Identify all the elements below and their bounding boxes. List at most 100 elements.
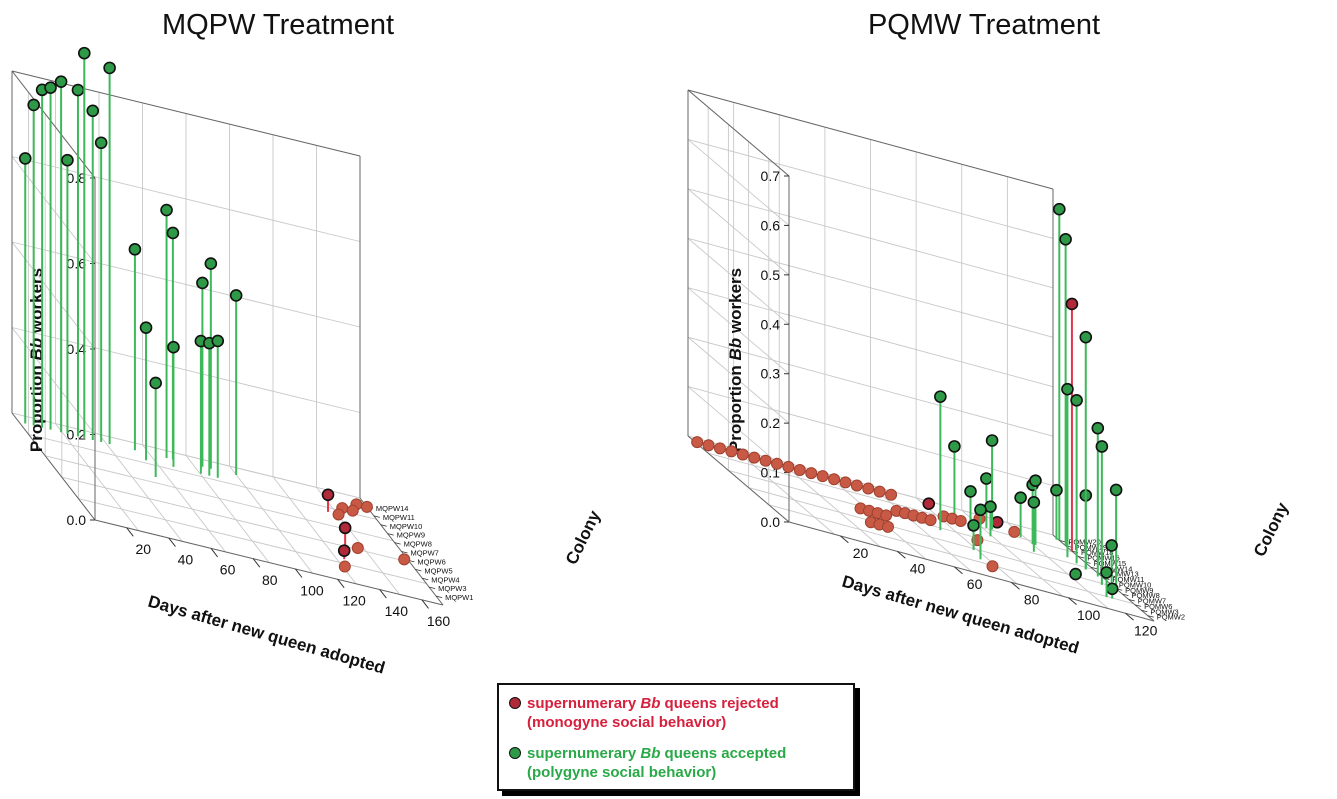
pqmw-data-point	[885, 488, 898, 501]
pqmw-axis-edge	[687, 435, 790, 523]
pqmw-x-tick-mark	[954, 566, 963, 575]
pqmw-data-point	[862, 482, 875, 495]
pqmw-colony-tick-label: PQMW10	[1119, 580, 1152, 589]
mqpw-colony-tick-mark	[380, 524, 387, 527]
pqmw-colony-tick-label: PQMW15	[1094, 559, 1127, 568]
pqmw-grid-line	[778, 460, 881, 548]
mqpw-data-point	[321, 488, 335, 502]
mqpw-data-point	[54, 75, 68, 88]
mqpw-data-point	[94, 136, 108, 150]
pqmw-data-point	[1079, 330, 1093, 344]
pqmw-colony-tick-mark	[1090, 566, 1097, 570]
pqmw-data-point	[1070, 393, 1083, 407]
pqmw-data-point	[1053, 202, 1066, 216]
pqmw-data-point	[990, 515, 1004, 529]
pqmw-data-point	[850, 479, 863, 492]
mqpw-grid-line	[11, 327, 361, 413]
pqmw-data-point	[924, 514, 937, 527]
mqpw-y-axis-label: Proportion Bb workers	[27, 268, 46, 452]
pqmw-data-point	[793, 463, 806, 476]
pqmw-x-tick-label: 80	[1024, 592, 1040, 608]
mqpw-y-tick-label: 0.6	[67, 256, 87, 272]
pqmw-colony-tick-mark	[1134, 604, 1142, 607]
mqpw-chart: MQPW Treatment 0.0 0.2 0.4 0.6 0.8 Proportion …	[11, 9, 605, 678]
mqpw-colony-tick-label: MQPW4	[431, 575, 459, 584]
pqmw-y-tick-label: 0.2	[761, 415, 781, 431]
mqpw-x-tick-label: 140	[385, 603, 409, 619]
pqmw-data-point	[1069, 567, 1082, 581]
pqmw-data-point	[967, 519, 980, 532]
pqmw-colony-tick-label: PQMW8	[1131, 591, 1159, 600]
pqmw-data-point	[1029, 474, 1042, 487]
mqpw-colony-tick-label: MQPW8	[404, 540, 432, 549]
pqmw-data-point	[759, 454, 772, 467]
pqmw-colony-tick-label: PQMW6	[1144, 602, 1172, 611]
pqmw-colony-tick-label: PQMW13	[1106, 570, 1139, 579]
legend-rejected-text: supernumerary Bb queens rejected (monogy…	[527, 695, 779, 731]
mqpw-data-point	[160, 203, 173, 217]
mqpw-colony-tick-label: MQPW9	[397, 531, 425, 540]
mqpw-x-tick-label: 120	[342, 593, 366, 609]
pqmw-colony-axis-label: Colony	[1250, 499, 1293, 560]
mqpw-colony-tick-label: MQPW7	[411, 549, 439, 558]
mqpw-y-tick-label: 0.4	[67, 341, 87, 357]
pqmw-data-point	[736, 448, 749, 461]
mqpw-x-tick-label: 40	[178, 551, 194, 567]
pqmw-data-point	[691, 436, 704, 449]
pqmw-data-point	[1050, 483, 1063, 497]
pqmw-grid-line	[915, 497, 1018, 585]
pqmw-x-tick-label: 40	[910, 561, 926, 577]
mqpw-data-point	[332, 508, 345, 521]
pqmw-data-point	[922, 497, 936, 510]
pqmw-y-tick-label: 0.5	[761, 267, 781, 283]
pqmw-colony-tick-mark	[1147, 615, 1154, 618]
mqpw-data-point	[167, 340, 180, 354]
mqpw-colony-axis-label: Colony	[562, 507, 605, 568]
chart-legend: supernumerary Bb queens rejected (monogy…	[497, 683, 855, 791]
pqmw-data-point	[1014, 491, 1027, 504]
mqpw-data-point	[229, 289, 243, 302]
pqmw-y-tick-label: 0.4	[761, 316, 781, 332]
mqpw-data-point	[338, 521, 352, 535]
pqmw-colony-tick-mark	[1078, 556, 1085, 559]
mqpw-grid-line	[28, 433, 377, 520]
pqmw-data-point	[964, 485, 977, 498]
mqpw-x-tick-mark	[210, 548, 219, 558]
mqpw-data-point	[103, 61, 116, 75]
mqpw-colony-tick-mark	[429, 586, 436, 590]
mqpw-data-point	[139, 321, 153, 334]
pqmw-grid-line	[687, 139, 790, 226]
mqpw-chart-title: MQPW Treatment	[162, 9, 394, 41]
mqpw-x-tick-mark	[294, 568, 303, 578]
mqpw-colony-tick-label: MQPW1	[445, 593, 473, 602]
mqpw-data-point	[149, 376, 162, 390]
mqpw-grid-line	[11, 241, 361, 328]
mqpw-grid-line	[229, 465, 313, 574]
pqmw-grid-line	[768, 504, 1134, 605]
mqpw-data-point	[351, 542, 364, 555]
accepted-marker-icon	[509, 747, 521, 759]
pqmw-data-point	[839, 476, 852, 489]
mqpw-data-point	[18, 152, 32, 165]
pqmw-data-point	[1027, 496, 1041, 509]
pqmw-data-point	[805, 467, 818, 480]
mqpw-y-tick-label: 0.2	[67, 427, 87, 443]
pqmw-x-tick-mark	[1011, 581, 1020, 590]
pqmw-colony-tick-label: PQMW7	[1138, 597, 1166, 606]
pqmw-colony-tick-label: PQMW2	[1157, 613, 1185, 622]
mqpw-colony-tick-label: MQPW5	[424, 566, 452, 575]
pqmw-data-point	[1059, 232, 1072, 246]
mqpw-x-tick-mark	[168, 537, 176, 547]
mqpw-y-tick-label: 0.0	[67, 512, 87, 528]
pqmw-axis-edge	[788, 521, 1155, 622]
pqmw-x-tick-label: 60	[967, 576, 983, 592]
mqpw-grid-line	[45, 455, 394, 542]
pqmw-colony-tick-mark	[1059, 539, 1066, 543]
mqpw-x-tick-label: 100	[300, 582, 324, 598]
pqmw-data-point	[702, 439, 715, 452]
pqmw-colony-tick-label: PQMW20	[1068, 537, 1101, 546]
pqmw-grid-line	[687, 188, 790, 276]
mqpw-data-point	[166, 226, 180, 240]
pqmw-colony-tick-mark	[1128, 599, 1135, 602]
mqpw-data-point	[77, 46, 91, 60]
